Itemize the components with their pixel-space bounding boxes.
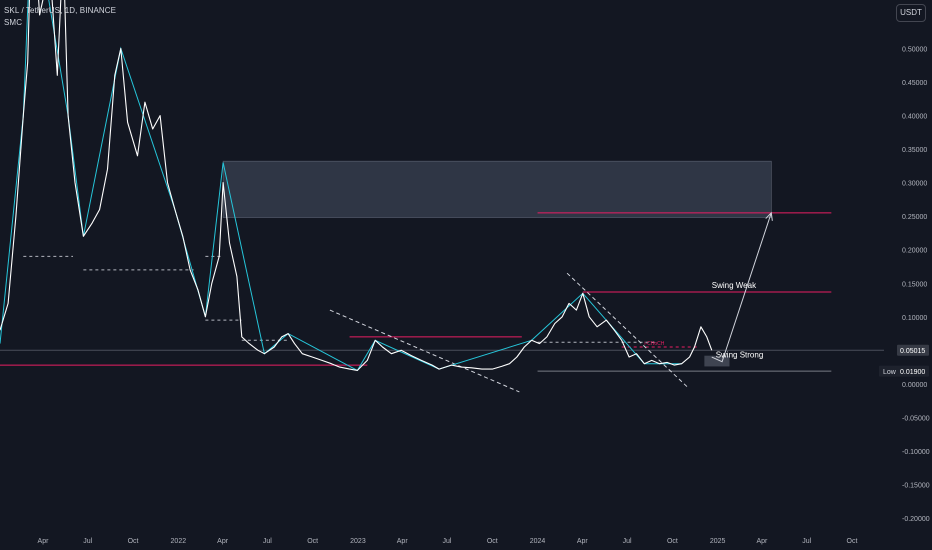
x-tick-label: Apr	[756, 538, 768, 545]
price-line	[0, 0, 713, 371]
x-tick-label: Apr	[38, 538, 50, 545]
y-tick-label: 0.10000	[902, 315, 927, 322]
x-tick-label: Oct	[667, 538, 678, 545]
x-tick-label: Jul	[443, 538, 452, 545]
currency-button[interactable]: USDT	[896, 4, 926, 22]
x-tick-label: Apr	[397, 538, 409, 545]
x-axis[interactable]: Apr Jul Oct 2022 Apr Jul Oct 2023 Apr Jul Oct 2024 A…	[38, 538, 858, 545]
target-box	[704, 355, 730, 367]
x-tick-label: Jul	[802, 538, 811, 545]
y-tick-label: 0.25000	[902, 214, 927, 221]
x-tick-label: Oct	[847, 538, 858, 545]
low-value: 0.01900	[900, 369, 925, 376]
y-axis[interactable]: 0.50000 0.45000 0.40000 0.35000 0.30000 0.250…	[879, 47, 930, 524]
x-tick-label: Oct	[487, 538, 498, 545]
x-tick-label: Jul	[623, 538, 632, 545]
y-tick-label: -0.10000	[902, 449, 930, 456]
y-tick-label: 0.45000	[902, 80, 927, 87]
x-tick-label: Jul	[263, 538, 272, 545]
supply-zone	[222, 160, 772, 218]
price-badge	[897, 344, 929, 356]
y-tick-label: -0.05000	[902, 415, 930, 422]
y-tick-label: 0.40000	[902, 114, 927, 121]
x-tick-label: Apr	[577, 538, 589, 545]
swing-structure-line	[0, 0, 682, 372]
y-tick-label: -0.15000	[902, 482, 930, 489]
y-tick-label: 0.35000	[902, 147, 927, 154]
x-tick-label: 2022	[171, 538, 187, 545]
y-tick-label: 0.50000	[902, 47, 927, 54]
indicator-name: SMC	[4, 18, 23, 27]
y-tick-label: 0.30000	[902, 181, 927, 188]
x-tick-label: 2023	[350, 538, 366, 545]
trend-line	[329, 309, 520, 393]
x-tick-label: 2025	[710, 538, 726, 545]
x-tick-label: Apr	[217, 538, 229, 545]
y-tick-label: -0.20000	[902, 516, 930, 523]
projection-arrow	[711, 212, 772, 363]
y-tick-label: 0.00000	[902, 382, 927, 389]
x-tick-label: Oct	[128, 538, 139, 545]
y-tick-label: 0.20000	[902, 248, 927, 255]
chart-annotations: Swing Weak Swing Strong i-CHoCH	[644, 281, 763, 360]
swing-strong-label: Swing Strong	[716, 351, 764, 360]
x-tick-label: Jul	[83, 538, 92, 545]
low-tag: Low	[883, 369, 897, 376]
projection	[704, 211, 773, 367]
symbol-title: SKL / TetherUS, 1D, BINANCE	[4, 6, 117, 15]
arrow-head	[765, 211, 773, 221]
trend-lines	[329, 272, 688, 393]
supply-zones	[222, 160, 772, 218]
y-tick-label: 0.15000	[902, 281, 927, 288]
trend-line	[566, 272, 688, 388]
choch-label: i-CHoCH	[644, 341, 664, 347]
price-series	[0, 0, 713, 372]
level-lines	[0, 212, 884, 372]
x-tick-label: Oct	[307, 538, 318, 545]
x-tick-label: 2024	[530, 538, 546, 545]
low-badge	[879, 365, 929, 377]
price-badge-value: 0.05015	[900, 348, 925, 355]
swing-weak-label: Swing Weak	[712, 281, 757, 290]
